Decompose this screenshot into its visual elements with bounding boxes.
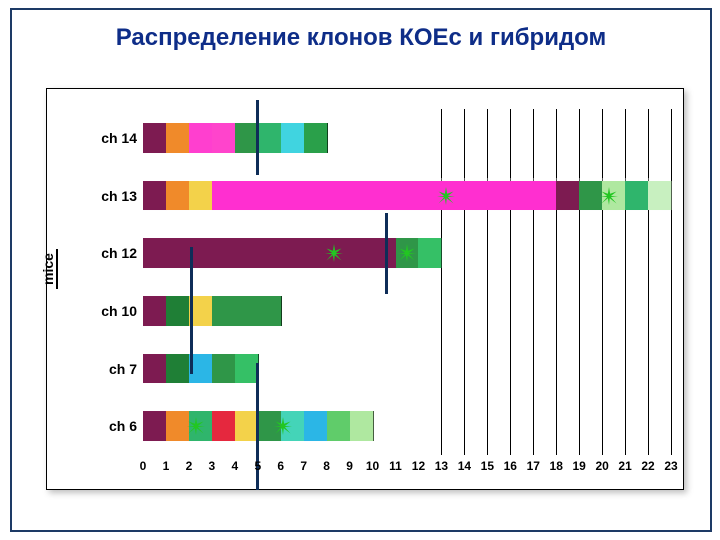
gridline bbox=[464, 109, 465, 455]
bar-segment bbox=[166, 296, 190, 326]
gridline bbox=[441, 109, 442, 455]
chart-marker bbox=[256, 100, 259, 175]
x-tick: 9 bbox=[346, 459, 353, 473]
bar-segment bbox=[189, 181, 213, 211]
x-tick: 21 bbox=[618, 459, 631, 473]
x-tick: 15 bbox=[481, 459, 494, 473]
gridline bbox=[510, 109, 511, 455]
bar-segment bbox=[143, 123, 167, 153]
y-tick: ch 10 bbox=[97, 303, 137, 319]
x-tick: 11 bbox=[389, 459, 402, 473]
x-tick: 23 bbox=[664, 459, 677, 473]
bar-segment bbox=[166, 181, 190, 211]
chart-marker bbox=[190, 247, 193, 374]
x-tick: 13 bbox=[435, 459, 448, 473]
bar-segment bbox=[189, 411, 213, 441]
x-tick: 10 bbox=[366, 459, 379, 473]
chart-marker bbox=[385, 213, 388, 294]
bar-row bbox=[143, 123, 671, 153]
bar-segment bbox=[212, 181, 557, 211]
bar-row bbox=[143, 354, 671, 384]
x-tick: 7 bbox=[300, 459, 307, 473]
x-tick: 3 bbox=[209, 459, 216, 473]
bar-segment bbox=[212, 354, 236, 384]
x-tick: 8 bbox=[323, 459, 330, 473]
x-tick: 17 bbox=[527, 459, 540, 473]
bar-segment bbox=[143, 238, 397, 268]
bar-segment bbox=[418, 238, 442, 268]
bar-row bbox=[143, 296, 671, 326]
bar-segment bbox=[350, 411, 374, 441]
gridline bbox=[533, 109, 534, 455]
x-tick: 6 bbox=[277, 459, 284, 473]
gridline bbox=[602, 109, 603, 455]
bar-segment bbox=[556, 181, 580, 211]
bar-segment bbox=[327, 411, 351, 441]
x-tick: 16 bbox=[504, 459, 517, 473]
y-tick: ch 6 bbox=[97, 418, 137, 434]
bar-row bbox=[143, 238, 671, 268]
gridline bbox=[487, 109, 488, 455]
bar-segment bbox=[235, 411, 259, 441]
bar-segment bbox=[304, 411, 328, 441]
bar-segment bbox=[212, 296, 282, 326]
x-tick: 0 bbox=[140, 459, 147, 473]
bar-segment bbox=[143, 354, 167, 384]
x-tick: 2 bbox=[186, 459, 193, 473]
x-tick: 19 bbox=[572, 459, 585, 473]
bar-segment bbox=[235, 123, 259, 153]
bar-segment bbox=[143, 181, 167, 211]
gridline bbox=[625, 109, 626, 455]
x-axis-ticks: 01234567891011121314151617181920212223 bbox=[143, 459, 671, 477]
x-tick: 14 bbox=[458, 459, 471, 473]
bar-segment bbox=[143, 411, 167, 441]
bar-segment bbox=[166, 411, 190, 441]
bar-segment bbox=[579, 181, 603, 211]
bar-segment bbox=[396, 238, 420, 268]
y-axis-label: mice bbox=[40, 249, 58, 289]
bar-segment bbox=[166, 123, 190, 153]
bar-segment bbox=[602, 181, 626, 211]
bar-segment bbox=[166, 354, 190, 384]
x-tick: 22 bbox=[641, 459, 654, 473]
bar-segment bbox=[235, 354, 259, 384]
gridline bbox=[648, 109, 649, 455]
x-tick: 20 bbox=[595, 459, 608, 473]
bar-segment bbox=[258, 411, 282, 441]
bar-segment bbox=[189, 123, 213, 153]
bar-segment bbox=[625, 181, 649, 211]
bar-segment bbox=[648, 181, 672, 211]
page-title: Распределение клонов КОЕс и гибридом bbox=[12, 24, 710, 52]
bar-segment bbox=[212, 123, 236, 153]
bar-segment bbox=[212, 411, 236, 441]
x-tick: 5 bbox=[254, 459, 261, 473]
gridline bbox=[556, 109, 557, 455]
x-tick: 12 bbox=[412, 459, 425, 473]
y-tick: ch 13 bbox=[97, 188, 137, 204]
x-tick: 4 bbox=[231, 459, 238, 473]
gridline bbox=[579, 109, 580, 455]
bar-segment bbox=[304, 123, 328, 153]
bar-segment bbox=[143, 296, 167, 326]
chart-frame: mice 01234567891011121314151617181920212… bbox=[46, 88, 684, 490]
bar-row bbox=[143, 181, 671, 211]
x-tick: 1 bbox=[163, 459, 170, 473]
x-tick: 18 bbox=[550, 459, 563, 473]
bar-row bbox=[143, 411, 671, 441]
outer-frame: Распределение клонов КОЕс и гибридом mic… bbox=[10, 8, 712, 532]
bar-segment bbox=[281, 123, 305, 153]
bar-segment bbox=[258, 123, 282, 153]
bar-segment bbox=[281, 411, 305, 441]
plot-area bbox=[143, 109, 671, 455]
gridline bbox=[671, 109, 672, 455]
y-tick: ch 7 bbox=[97, 361, 137, 377]
y-tick: ch 12 bbox=[97, 245, 137, 261]
y-tick: ch 14 bbox=[97, 130, 137, 146]
